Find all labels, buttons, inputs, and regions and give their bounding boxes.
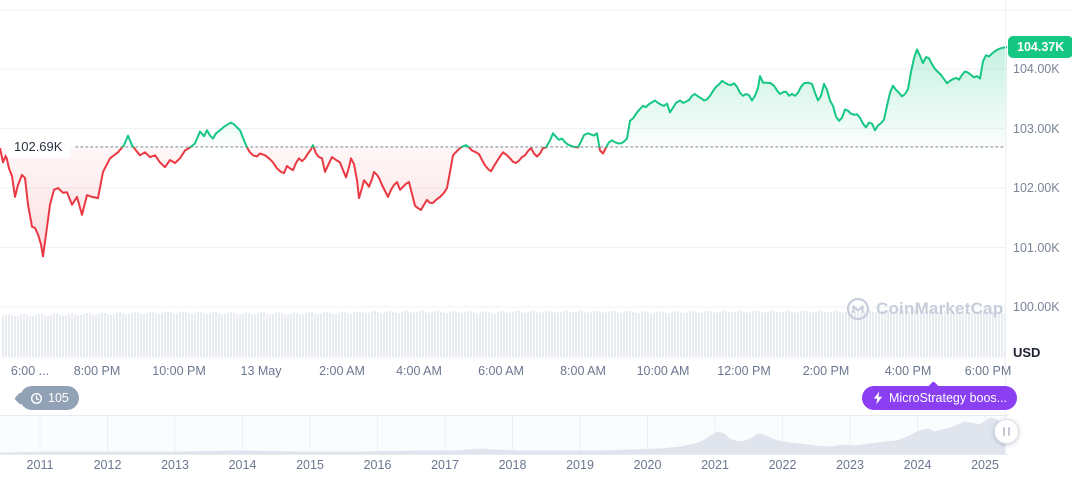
navigator-year-label: 2013 <box>161 458 189 472</box>
navigator-year-label: 2023 <box>836 458 864 472</box>
annotation-count-badge[interactable]: 105 <box>14 386 79 410</box>
navigator-year-label: 2017 <box>431 458 459 472</box>
navigator-handle[interactable] <box>994 419 1019 444</box>
y-axis-tick-label: 102.00K <box>1013 181 1060 195</box>
y-axis-tick-label: 104.00K <box>1013 62 1060 76</box>
x-axis-tick-label: 8:00 PM <box>73 364 121 378</box>
x-axis-tick-label: 10:00 PM <box>152 364 206 378</box>
lightning-icon <box>873 391 883 405</box>
watermark-text: CoinMarketCap <box>876 299 1004 318</box>
news-annotation-badge[interactable]: MicroStrategy boos... <box>862 381 1018 410</box>
navigator-year-label: 2022 <box>768 458 797 472</box>
navigator-year-label: 2024 <box>903 458 932 472</box>
x-axis-tick-label: 6:00 ... <box>10 364 50 378</box>
x-axis-tick-label: 8:00 AM <box>560 364 606 378</box>
navigator-year-label: 2015 <box>296 458 324 472</box>
x-axis-tick-label: 4:00 AM <box>396 364 442 378</box>
handle-grip <box>1008 427 1010 436</box>
navigator-year-label: 2018 <box>498 458 527 472</box>
currency-label: USD <box>1013 345 1041 360</box>
watermark: CoinMarketCap <box>846 297 1003 321</box>
coinmarketcap-logo-icon <box>846 297 870 321</box>
history-clock-icon <box>30 392 43 404</box>
x-axis-tick-label: 10:00 AM <box>636 364 690 378</box>
navigator-year-label: 2025 <box>971 458 999 472</box>
navigator-year-label: 2019 <box>566 458 594 472</box>
navigator-year-label: 2012 <box>93 458 122 472</box>
navigator-year-label: 2011 <box>26 458 54 472</box>
x-axis-tick-label: 6:00 PM <box>964 364 1012 378</box>
news-annotation-label: MicroStrategy boos... <box>889 391 1008 405</box>
y-axis-tick-label: 103.00K <box>1013 121 1060 136</box>
y-axis-tick-label: 101.00K <box>1013 240 1060 255</box>
baseline-price-label: 102.69K <box>6 136 71 158</box>
x-axis-tick-label: 4:00 PM <box>884 364 932 378</box>
navigator-year-label: 2016 <box>363 458 392 472</box>
axis-panel-divider <box>1005 0 1006 455</box>
annotation-count-label: 105 <box>48 391 69 405</box>
navigator-year-label: 2021 <box>701 458 729 472</box>
x-axis-tick-label: 2:00 PM <box>802 364 850 378</box>
current-price-badge: 104.37K <box>1008 36 1072 58</box>
navigator-year-label: 2020 <box>633 458 662 472</box>
x-axis-tick-label: 12:00 PM <box>717 364 771 378</box>
x-axis-tick-label: 6:00 AM <box>478 364 524 378</box>
x-axis-tick-label: 2:00 AM <box>319 364 365 378</box>
navigator-year-label: 2014 <box>228 458 257 472</box>
y-axis-tick-label: 100.00K <box>1013 300 1060 314</box>
handle-grip <box>1003 427 1005 436</box>
x-axis-tick-label: 13 May <box>240 364 282 378</box>
